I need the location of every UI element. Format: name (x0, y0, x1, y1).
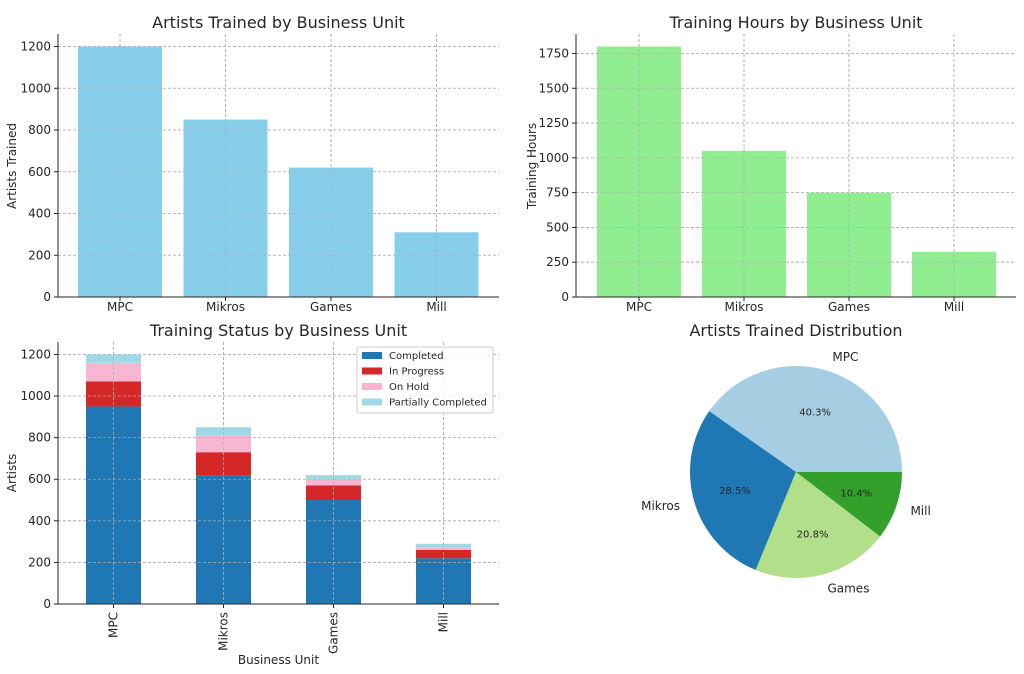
xtick-label: Games (327, 612, 341, 654)
xtick-label: MPC (626, 300, 652, 314)
xtick-label: Mikros (217, 612, 231, 651)
chart-title: Training Status by Business Unit (149, 321, 407, 340)
chart-title: Artists Trained Distribution (689, 321, 902, 340)
chart-1: Artists Trained by Business Unit 0 200 400 6… (5, 13, 499, 314)
chart-2: Training Hours by Business Unit 0 250 500 75… (525, 13, 1016, 314)
ytick-label: 250 (546, 255, 569, 269)
xtick-label: Games (828, 300, 870, 314)
ytick-label: 200 (28, 555, 51, 569)
ytick-label: 500 (546, 220, 569, 234)
ytick-label: 400 (28, 207, 51, 221)
chart-4: Artists Trained Distribution MPC 40.3% Mikr… (641, 321, 931, 596)
ytick-label: 0 (43, 290, 51, 304)
pie-percent: 20.8% (797, 529, 829, 540)
legend-swatch (362, 367, 382, 375)
xtick-label: Mikros (725, 300, 764, 314)
ytick-label: 0 (561, 290, 569, 304)
chart-3: Training Status by Business Unit 0 200 400 6… (5, 321, 499, 667)
ytick-label: 600 (28, 165, 51, 179)
y-axis-label: Artists (5, 454, 19, 492)
legend: Completed In Progress On Hold Partially Com… (356, 346, 494, 414)
pie-slice-games (755, 472, 881, 578)
xtick-label: Mill (944, 300, 964, 314)
xtick-label: Mill (426, 300, 446, 314)
legend-box (356, 346, 494, 414)
pie-slice-mill (796, 472, 902, 537)
legend-label: On Hold (389, 382, 429, 393)
ytick-label: 1500 (538, 81, 569, 95)
xtick-label: Mikros (206, 300, 245, 314)
pie-percent: 10.4% (840, 488, 872, 499)
bar-partially-completed-mikros (196, 427, 251, 436)
xtick-label: MPC (107, 300, 133, 314)
bar-partially-completed-mill (416, 543, 471, 548)
ytick-label: 0 (43, 597, 51, 611)
ytick-label: 1000 (538, 151, 569, 165)
x-axis-label: Business Unit (238, 653, 319, 667)
bar-completed-mill (416, 558, 471, 604)
pie-percent: 28.5% (719, 486, 751, 497)
legend-swatch (362, 398, 382, 406)
ytick-label: 1200 (20, 347, 51, 361)
pie-label: Mikros (641, 499, 680, 513)
pie-slice-mikros (690, 411, 796, 571)
ytick-label: 400 (28, 514, 51, 528)
ytick-label: 800 (28, 123, 51, 137)
ytick-label: 800 (28, 431, 51, 445)
pie-label: Mill (910, 504, 930, 518)
y-axis-label: Artists Trained (5, 123, 19, 209)
xtick-label: Mill (437, 612, 451, 632)
ytick-label: 1000 (20, 389, 51, 403)
ytick-label: 1200 (20, 40, 51, 54)
ytick-label: 1250 (538, 116, 569, 130)
legend-swatch (362, 352, 382, 359)
y-axis-label: Training Hours (525, 123, 539, 210)
legend-swatch (362, 383, 382, 390)
chart-title: Artists Trained by Business Unit (152, 13, 405, 32)
ytick-label: 750 (546, 186, 569, 200)
legend-label: Completed (389, 351, 444, 362)
pie-percent: 40.3% (799, 407, 831, 418)
ytick-label: 200 (28, 248, 51, 262)
legend-label: In Progress (389, 367, 444, 378)
pie-label: Games (827, 582, 869, 596)
chart-title: Training Hours by Business Unit (668, 13, 922, 32)
xtick-label: MPC (107, 612, 121, 638)
ytick-label: 600 (28, 472, 51, 486)
xtick-label: Games (310, 300, 352, 314)
ytick-label: 1000 (20, 81, 51, 95)
pie-label: MPC (832, 350, 858, 364)
pie-slice-mpc (709, 366, 902, 472)
ytick-label: 1750 (538, 46, 569, 60)
legend-label: Partially Completed (389, 398, 487, 409)
